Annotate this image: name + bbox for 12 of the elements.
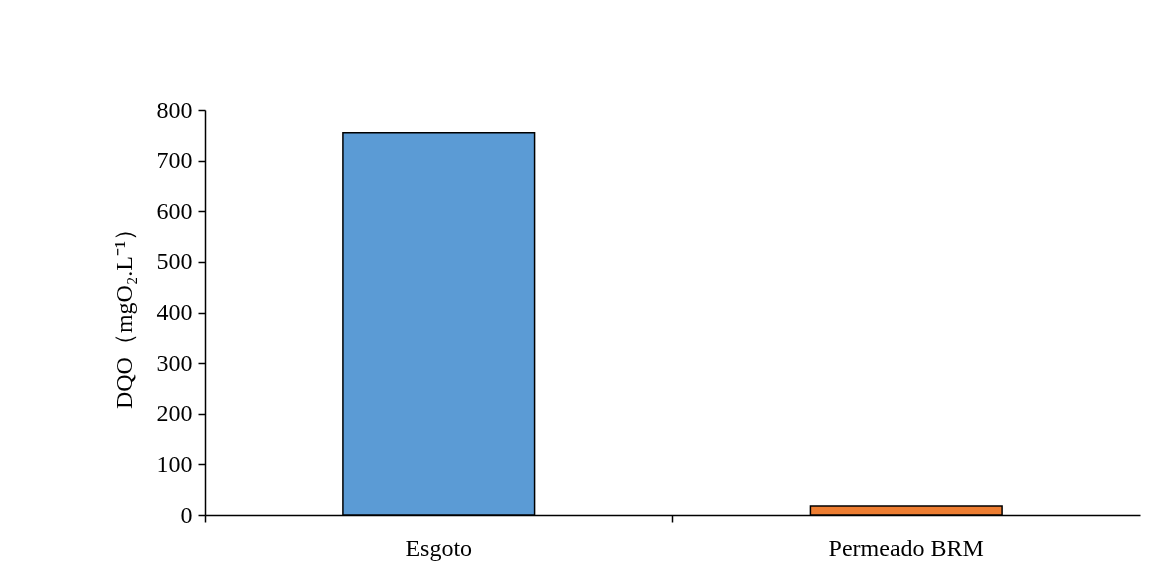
y-axis-title: DQO（mgO₂.L⁻¹） [110,216,137,410]
y-tick-label: 400 [156,299,193,325]
x-tick-label: Permeado BRM [828,534,984,561]
y-tick-label: 800 [156,96,193,123]
y-tick-label: 600 [156,197,193,224]
y-tick-label: 700 [156,147,193,174]
y-tick-label: 100 [156,450,193,477]
y-tick-label: 0 [180,501,193,528]
x-tick-label: Esgoto [405,534,473,561]
y-tick-label: 200 [156,400,193,427]
y-tick-label: 300 [156,349,193,376]
y-tick-label: 500 [156,248,193,275]
